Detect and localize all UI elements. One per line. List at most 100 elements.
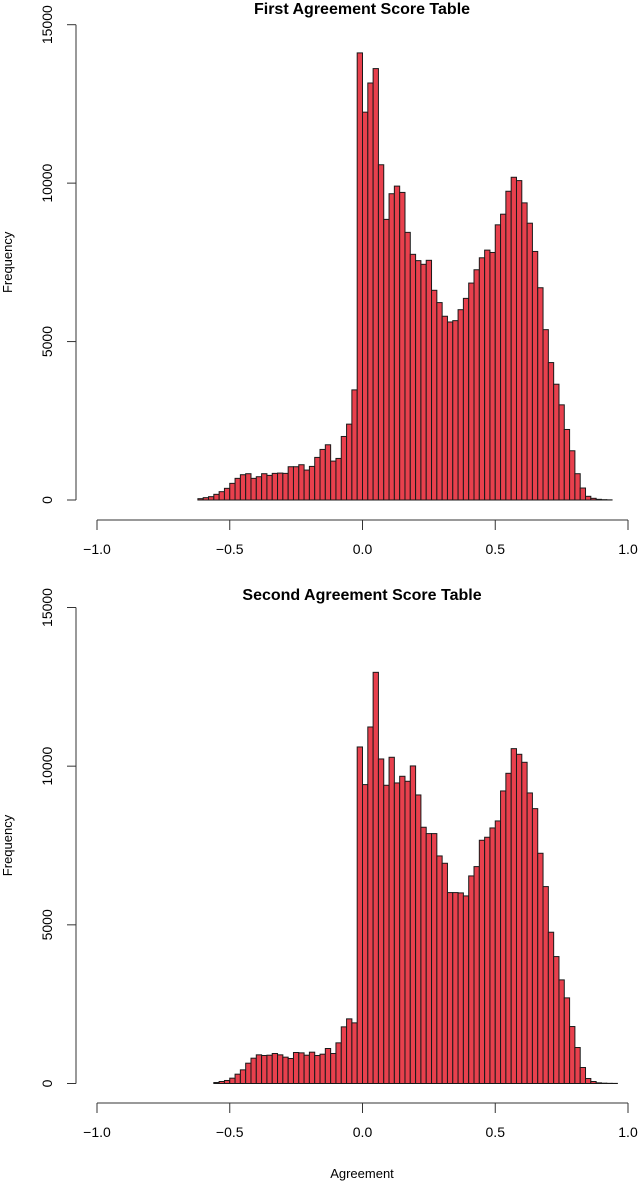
histogram-bar [404,780,411,1085]
histogram-bar [515,180,523,501]
histogram-bar [245,473,252,501]
histogram-bar [197,498,204,501]
histogram-bar [590,1081,597,1084]
histogram-bar [261,473,268,501]
histogram-bar [346,423,353,501]
histogram-bar [553,383,560,501]
histogram-bar [377,164,385,501]
x-axis-label: Agreement [330,1166,394,1181]
histogram-bar [441,862,448,1085]
histogram-bar [234,477,241,501]
histogram-bar [409,253,417,501]
histogram-bar [351,389,358,501]
histogram-bar [250,1057,257,1085]
histogram-bar [340,1026,348,1084]
histogram-bar [574,1047,581,1085]
histogram-bar [431,289,438,501]
histogram-bar [282,472,289,501]
chart-title: First Agreement Score Table [254,1,470,18]
histogram-bar [266,474,273,501]
histogram-panel-1: First Agreement Score Table 0 5000 10000 150… [0,1,638,557]
histogram-bar [319,1053,326,1085]
histogram-bar [229,1077,236,1085]
y-tick-label: 0 [39,496,55,504]
histogram-bar [362,784,369,1084]
histogram-bar [287,466,294,501]
x-tick-label: 0.0 [353,541,373,557]
histogram-bar [218,1081,225,1084]
histogram-bar [425,259,433,501]
histogram-bar [500,213,507,501]
histogram-bar [351,1022,358,1084]
histogram-bar [446,892,454,1085]
histogram-bar [569,1026,576,1085]
histogram-bar [324,444,332,501]
chart-title: Second Agreement Score Table [242,587,481,604]
histogram-bar [266,1054,273,1084]
x-tick-label: −0.5 [216,541,244,557]
histogram-bar [372,68,379,501]
histogram-bar [213,1082,220,1085]
x-tick-label: −1.0 [83,541,111,557]
histogram-bar [255,1054,263,1084]
histogram-bar [595,498,602,501]
histogram-bar [441,315,448,501]
y-tick-label: 15000 [39,588,55,627]
histogram-bar [558,979,565,1085]
histogram-bar [505,190,512,501]
y-axis-label: Frequency [0,814,15,876]
histogram-bar [287,1057,294,1084]
histogram-bar [494,224,502,501]
histogram-bar [436,302,443,501]
histogram-bar [468,282,475,501]
histogram-bar [542,886,549,1085]
histogram-bar [223,1079,231,1084]
histogram-bar [468,875,475,1084]
histogram-bar [537,287,544,501]
histogram-bar [393,782,401,1084]
histogram-bar [346,1018,353,1084]
histogram-bar [282,1056,289,1085]
x-tick-label: 0.5 [486,1124,506,1140]
histogram-bar [579,487,587,501]
histogram-bar [388,193,395,501]
histogram-bar [542,329,549,501]
histogram-bar [399,191,406,501]
y-axis-label: Frequency [0,231,15,293]
histogram-bar [574,473,581,501]
histogram-bar [330,460,337,501]
histogram-bar [271,1053,279,1085]
histogram-bar [553,956,560,1085]
histogram-bar [261,1055,268,1085]
histogram-bar [425,833,433,1084]
histogram-bar [404,231,411,501]
histogram-bar [420,263,427,501]
histogram-bar [277,1054,284,1084]
histogram-bar [537,852,544,1085]
histogram-bar [489,251,496,501]
histogram-bar [298,1052,305,1084]
histogram-bar [420,826,427,1084]
histogram-bar [208,496,215,501]
histogram-bar [303,469,310,501]
histogram-bar [547,931,555,1084]
histogram-bar [484,249,491,501]
histogram-bar [531,250,539,501]
histogram-bar [590,497,597,501]
histogram-bar [473,269,480,501]
histogram-bar [579,1067,587,1085]
histogram-bar [563,428,571,501]
x-tick-label: 0.0 [353,1124,373,1140]
histogram-bar [367,726,374,1084]
histogram-bar [245,1062,252,1084]
histogram-bar [415,260,422,501]
histogram-bar [213,493,220,501]
histogram-bar [510,748,517,1085]
histogram-bar [415,794,422,1084]
histogram-bar [314,1055,321,1085]
histogram-bar [292,1052,300,1084]
y-tick-label: 10000 [39,746,55,785]
y-tick-label: 5000 [39,326,55,357]
histogram-bar [409,765,417,1084]
